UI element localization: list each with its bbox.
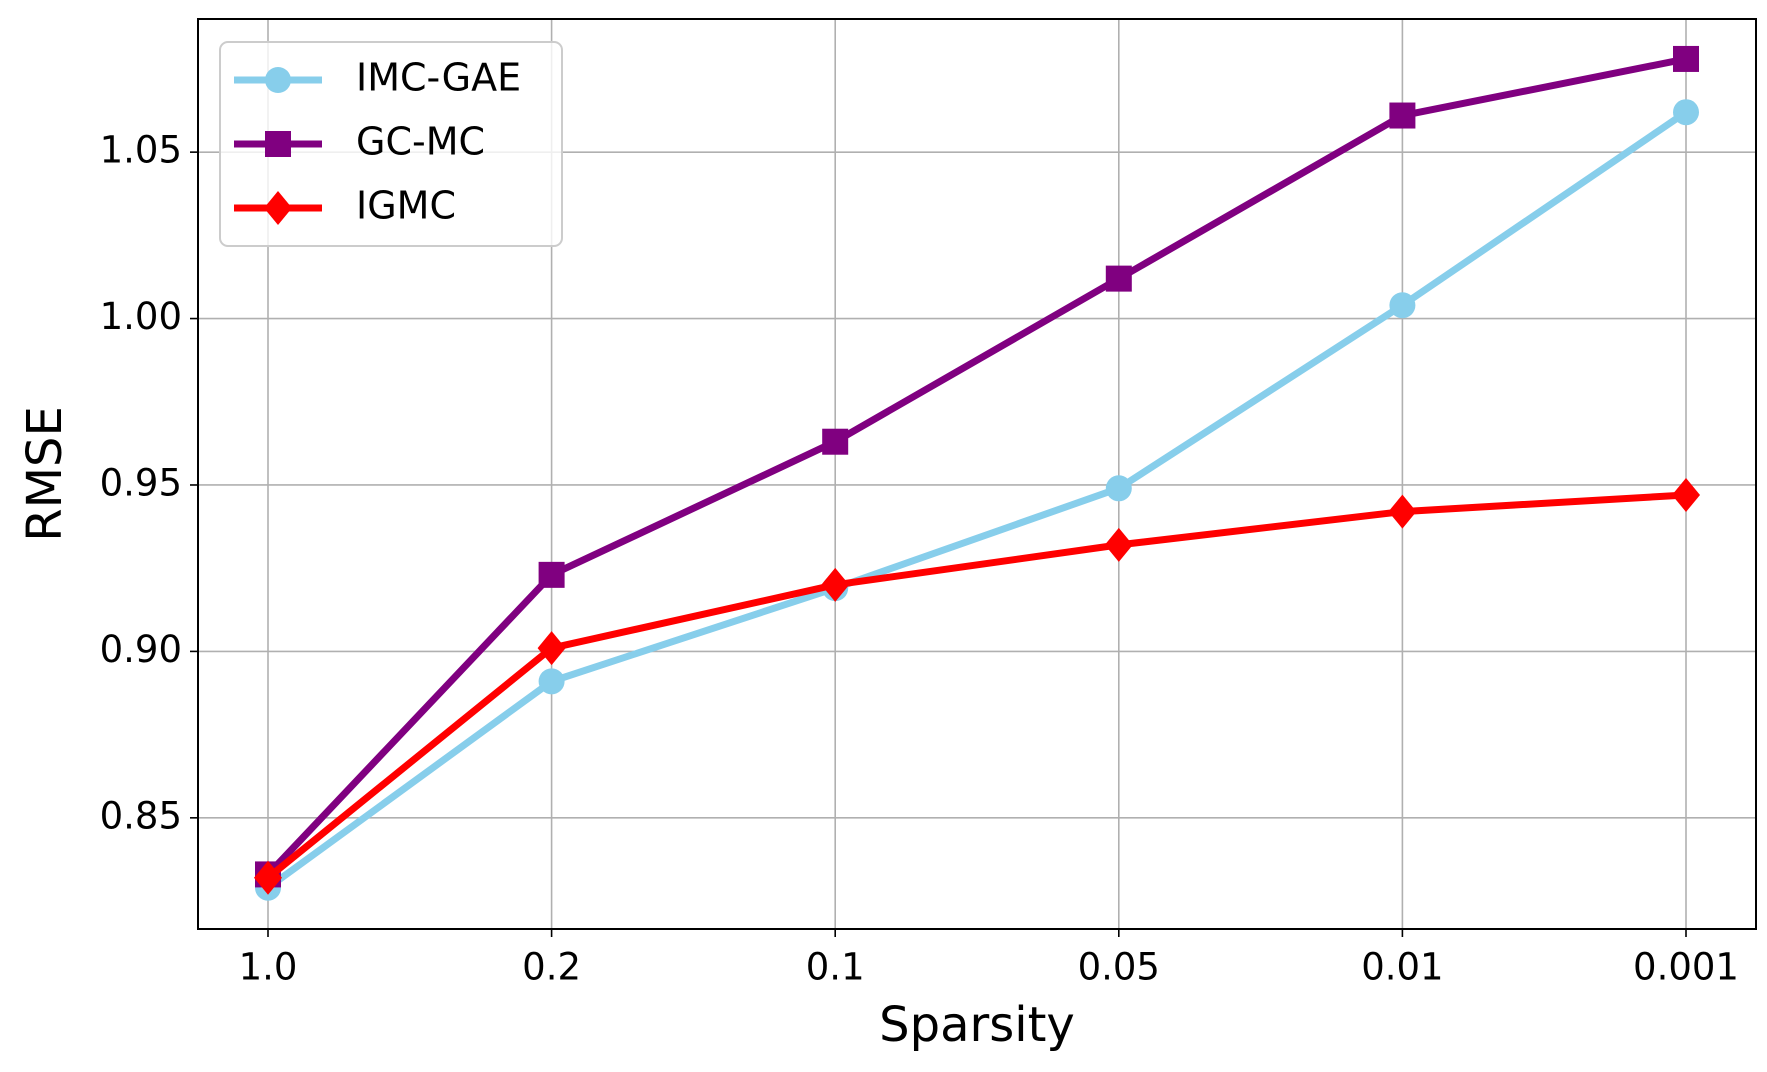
marker xyxy=(537,631,566,666)
x-tick-label: 0.2 xyxy=(522,946,581,989)
y-tick-label: 1.00 xyxy=(100,295,182,338)
legend-box xyxy=(219,41,563,247)
marker xyxy=(1389,102,1416,129)
marker xyxy=(265,67,291,93)
marker xyxy=(1389,292,1416,319)
marker xyxy=(1105,475,1132,502)
x-axis-label: Sparsity xyxy=(879,997,1075,1053)
marker xyxy=(821,567,850,602)
x-tick-label: 0.01 xyxy=(1361,946,1443,989)
marker xyxy=(1672,477,1700,512)
legend-text: IMC-GAE xyxy=(356,56,521,100)
line xyxy=(265,491,1687,881)
x-tick-label: 0.1 xyxy=(806,946,865,989)
y-tick-label: 0.85 xyxy=(100,794,182,837)
marker xyxy=(1673,45,1699,72)
marker xyxy=(1104,527,1133,562)
x-tick-label: 0.05 xyxy=(1078,946,1160,989)
marker xyxy=(538,561,565,588)
plot-frame xyxy=(197,18,1757,930)
legend-text: IGMC xyxy=(356,184,456,228)
y-tick-label: 0.90 xyxy=(100,628,182,671)
marker xyxy=(1673,99,1699,126)
marker xyxy=(1105,265,1132,292)
x-tick-label: 1.0 xyxy=(239,946,298,989)
marker xyxy=(264,191,292,225)
marker xyxy=(822,428,849,455)
y-axis-label: RMSE xyxy=(17,406,73,542)
y-tick-label: 1.05 xyxy=(100,129,182,172)
legend-text: GC-MC xyxy=(356,120,485,164)
marker xyxy=(538,668,565,695)
line xyxy=(265,109,1688,891)
line xyxy=(265,55,1687,877)
marker xyxy=(254,860,282,895)
marker xyxy=(265,131,291,157)
x-tick-label: 0.001 xyxy=(1633,946,1739,989)
y-tick-label: 0.95 xyxy=(100,461,182,504)
marker xyxy=(1388,494,1417,529)
